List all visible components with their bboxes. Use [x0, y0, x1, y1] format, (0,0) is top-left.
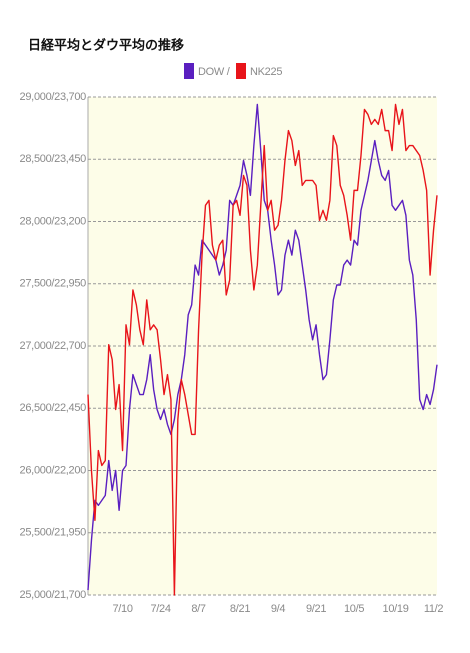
x-tick-label: 7/24 [150, 603, 170, 615]
x-tick-label: 8/7 [191, 603, 206, 615]
chart-title: 日経平均とダウ平均の推移 [28, 38, 184, 54]
x-tick-label: 9/4 [271, 603, 286, 615]
y-tick-label: 28,000/23,200 [20, 215, 87, 227]
x-tick-label: 9/21 [306, 603, 326, 615]
legend-label: DOW / [198, 66, 231, 78]
y-tick-label: 28,500/23,450 [20, 153, 87, 165]
y-tick-label: 25,000/21,700 [20, 589, 87, 601]
y-tick-label: 27,000/22,700 [20, 340, 87, 352]
x-tick-label: 7/10 [112, 603, 132, 615]
legend-label: NK225 [250, 66, 282, 78]
y-tick-label: 29,000/23,700 [20, 91, 87, 103]
x-tick-label: 10/19 [383, 603, 409, 615]
x-tick-label: 10/5 [344, 603, 364, 615]
y-tick-label: 27,500/22,950 [20, 278, 87, 290]
y-tick-label: 26,500/22,450 [20, 402, 87, 414]
y-tick-label: 25,500/21,950 [20, 527, 87, 539]
legend-swatch [184, 63, 194, 79]
x-tick-label: 8/21 [230, 603, 250, 615]
y-tick-label: 26,000/22,200 [20, 464, 87, 476]
series-line [87, 103, 438, 596]
legend-swatch [236, 63, 246, 79]
x-tick-label: 11/2 [424, 603, 444, 615]
